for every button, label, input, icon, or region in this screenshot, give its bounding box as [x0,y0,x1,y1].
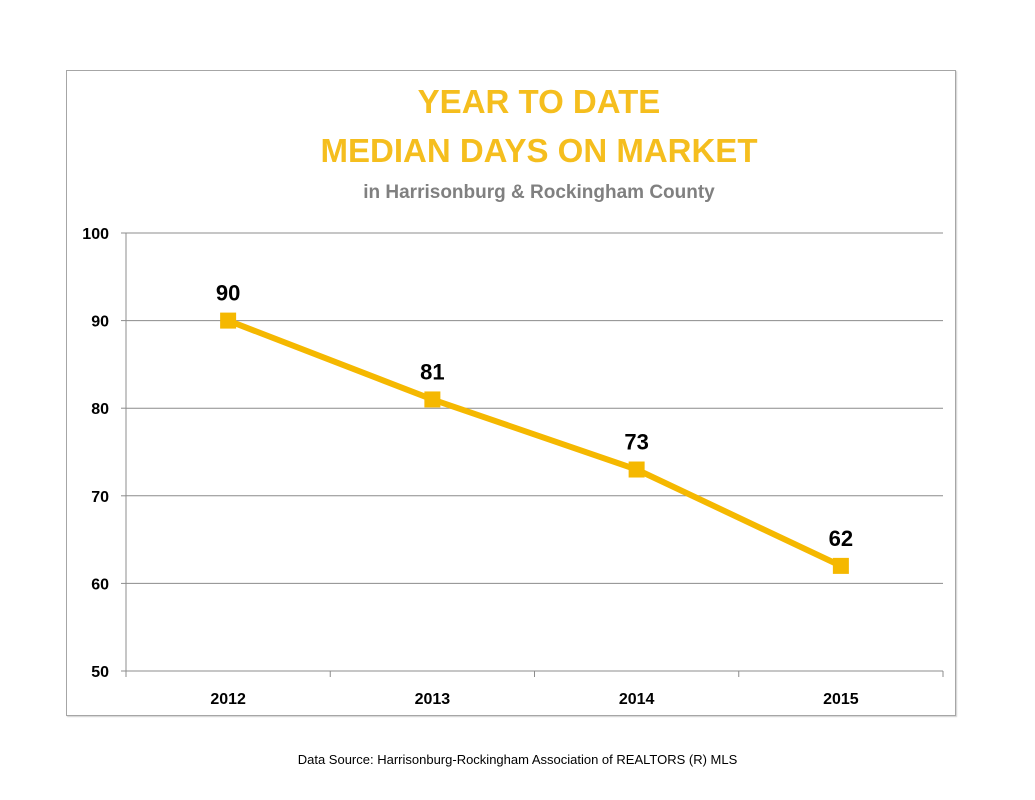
series-line-layer [227,317,843,569]
chart-frame: YEAR TO DATE MEDIAN DAYS ON MARKET in Ha… [66,70,956,716]
chart-title-line1: YEAR TO DATE [418,83,661,120]
gridlines [126,232,943,584]
data-point-marker [220,312,237,329]
data-source-note: Data Source: Harrisonburg-Rockingham Ass… [297,752,738,767]
data-label: 73 [624,430,648,455]
chart-title-line2: MEDIAN DAYS ON MARKET [321,132,758,169]
y-tick-label: 60 [91,576,109,593]
data-label: 90 [216,281,240,306]
data-label: 81 [420,359,444,384]
y-tick-label: 90 [91,314,109,331]
axes: 50 60 70 80 90 100 2012 2013 2014 2015 [82,226,944,708]
x-tick-label: 2015 [823,691,859,708]
data-point-marker [628,461,645,478]
x-tick-label: 2013 [415,691,451,708]
chart-subtitle: in Harrisonburg & Rockingham County [363,182,715,203]
data-point-marker [832,557,849,574]
chart-canvas: YEAR TO DATE MEDIAN DAYS ON MARKET in Ha… [82,83,944,708]
data-point-marker [424,391,441,408]
series-line [227,317,843,569]
y-tick-label: 80 [91,401,109,418]
y-tick-label: 70 [91,489,109,506]
x-tick-label: 2014 [619,691,655,708]
x-tick-label: 2012 [210,691,246,708]
data-label-layer: 90 81 73 62 [216,281,853,551]
y-tick-label: 50 [91,664,109,681]
y-tick-label: 100 [82,226,109,243]
marker-layer [220,312,849,574]
data-label: 62 [829,526,853,551]
